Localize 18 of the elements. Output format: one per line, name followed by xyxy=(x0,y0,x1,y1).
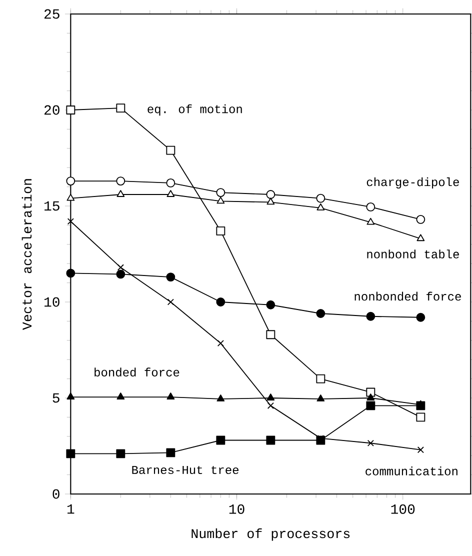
series-label: nonbond table xyxy=(367,250,459,258)
y-tick-label: 25 xyxy=(44,9,60,19)
x-tick-label: 1 xyxy=(67,504,74,514)
series-label: nonbonded force xyxy=(354,292,461,301)
series-label: eq. of motion xyxy=(148,104,242,116)
series-label: communication xyxy=(366,466,458,476)
y-axis-title: Vector acceleration xyxy=(22,179,32,330)
y-tick-label: 20 xyxy=(44,105,60,115)
y-tick-label: 15 xyxy=(44,201,60,211)
series-label: charge-dipole xyxy=(366,177,459,189)
x-tick-label: 100 xyxy=(391,504,415,514)
series-label: bonded force xyxy=(94,368,180,376)
series-label: Barnes-Hut tree xyxy=(132,466,239,474)
x-axis-title: Number of processors xyxy=(192,528,350,541)
y-tick-label: 5 xyxy=(52,393,60,403)
y-tick-label: 0 xyxy=(52,489,60,499)
x-tick-label: 10 xyxy=(229,504,244,514)
y-tick-label: 10 xyxy=(44,297,60,307)
